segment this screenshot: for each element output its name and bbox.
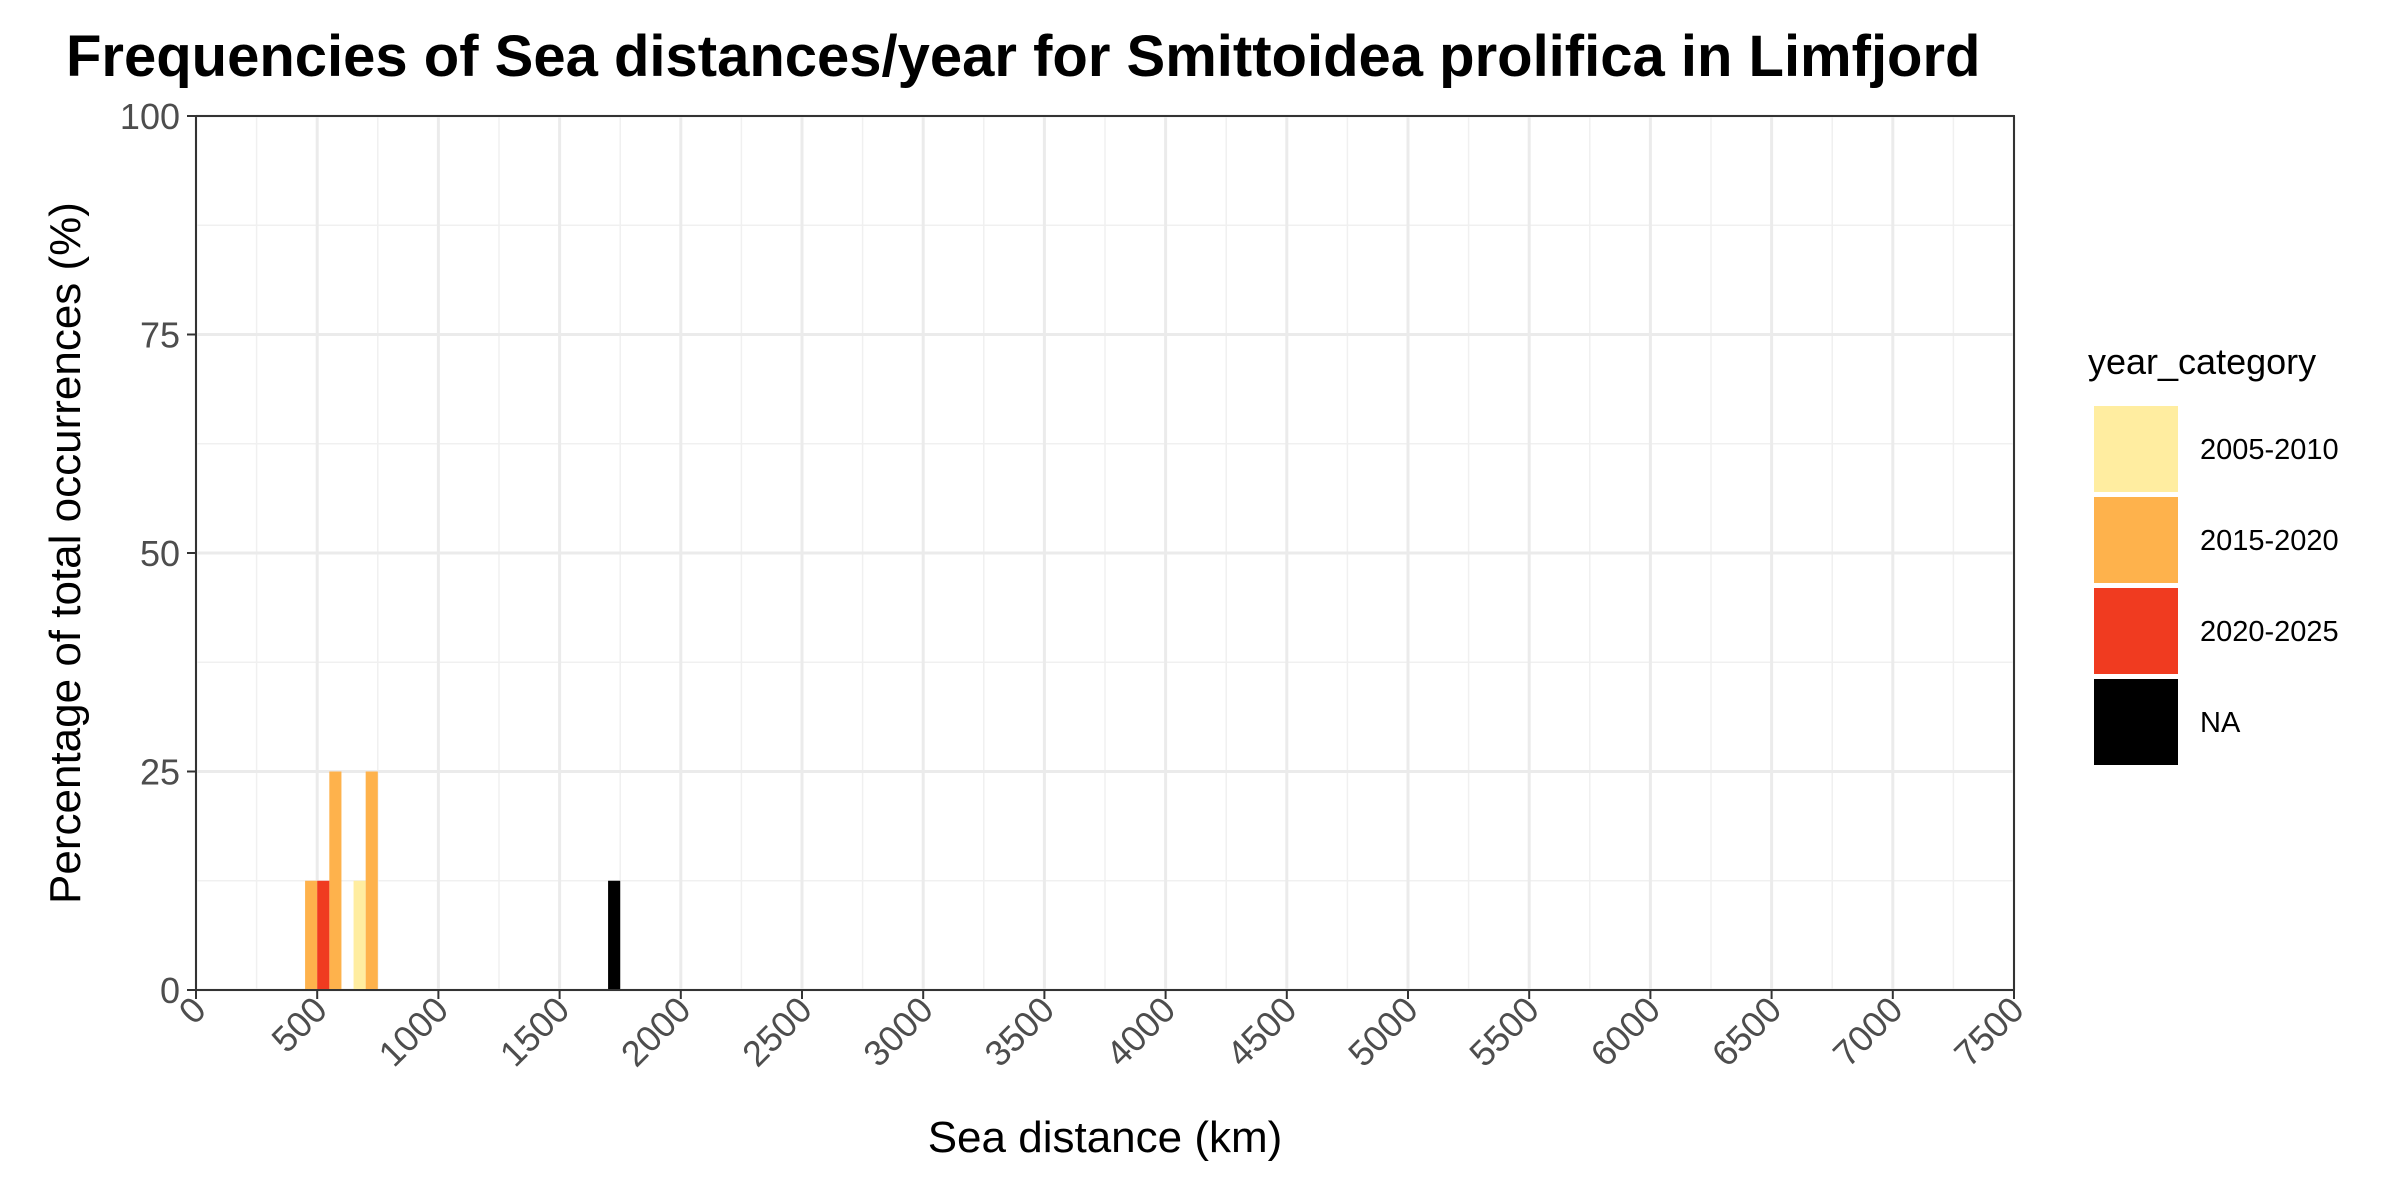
legend-key-swatch — [2094, 497, 2178, 583]
x-tick-label: 3500 — [976, 989, 1062, 1075]
x-tick-label: 5000 — [1340, 989, 1426, 1075]
x-tick-label: 6500 — [1704, 989, 1790, 1075]
legend-items: 2005-2010 2015-2020 2020-2025 NA — [2094, 406, 2339, 765]
y-tick-label: 50 — [140, 533, 180, 574]
bar-2005-2010 — [353, 880, 366, 990]
x-tick-label: 0 — [171, 989, 214, 1032]
x-tick-label: 500 — [263, 989, 334, 1060]
legend-key-swatch — [2094, 406, 2178, 492]
x-tick-label: 1000 — [370, 989, 456, 1075]
bars — [305, 771, 621, 990]
bar-2020-2025 — [317, 880, 330, 990]
x-tick-label: 3000 — [855, 989, 941, 1075]
y-axis-ticks: 0 25 50 75 100 — [120, 96, 196, 1011]
legend-title: year_category — [2088, 341, 2316, 382]
bar-2015-2020 — [305, 880, 318, 990]
x-tick-label: 4500 — [1219, 989, 1305, 1075]
x-tick-label: 4000 — [1098, 989, 1184, 1075]
y-tick-label: 0 — [160, 970, 180, 1011]
y-tick-label: 75 — [140, 315, 180, 356]
legend-key-swatch — [2094, 588, 2178, 674]
x-tick-label: 7500 — [1946, 989, 2032, 1075]
y-tick-label: 100 — [120, 96, 180, 137]
chart-title: Frequencies of Sea distances/year for Sm… — [66, 24, 1980, 89]
x-tick-label: 1500 — [492, 989, 578, 1075]
x-tick-label: 2000 — [613, 989, 699, 1075]
x-tick-label: 5500 — [1461, 989, 1547, 1075]
bar-na — [608, 880, 621, 990]
x-tick-label: 7000 — [1825, 989, 1911, 1075]
bar-2015-2020 — [329, 771, 342, 990]
legend-key-label: 2015-2020 — [2200, 525, 2339, 557]
x-tick-label: 2500 — [734, 989, 820, 1075]
legend: year_category 2005-2010 2015-2020 2020-202… — [2088, 341, 2339, 765]
x-axis-title: Sea distance (km) — [928, 1113, 1283, 1162]
legend-key-swatch — [2094, 679, 2178, 765]
y-axis-title: Percentage of total occurrences (%) — [41, 202, 90, 904]
legend-key-label: NA — [2200, 707, 2241, 739]
y-tick-label: 25 — [140, 752, 180, 793]
legend-key-label: 2020-2025 — [2200, 616, 2339, 648]
legend-key-label: 2005-2010 — [2200, 434, 2339, 466]
bar-2015-2020 — [365, 771, 378, 990]
x-axis-ticks: 0 500 1000 1500 2000 2500 3000 3500 4000 4500 5000… — [171, 989, 2032, 1075]
x-tick-label: 6000 — [1582, 989, 1668, 1075]
